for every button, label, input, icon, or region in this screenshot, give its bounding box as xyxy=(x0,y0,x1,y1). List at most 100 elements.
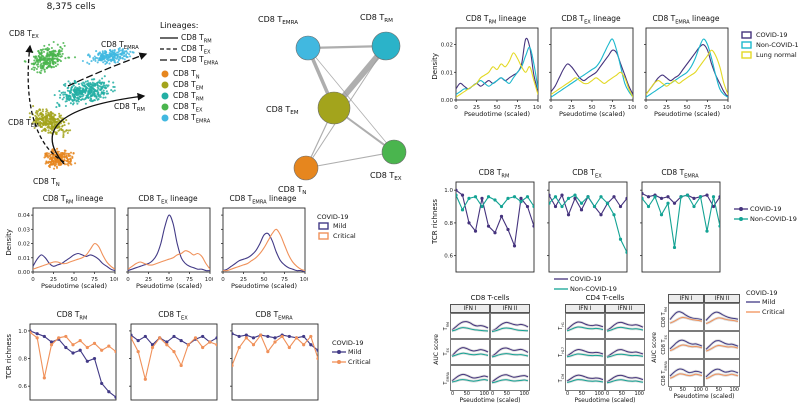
auc-mini-plot xyxy=(565,313,605,339)
facet-header: IFN I xyxy=(668,294,704,303)
auc-mini-plot xyxy=(605,365,645,391)
svg-text:50: 50 xyxy=(166,277,173,283)
lineage-label: CD8 TEX xyxy=(181,44,211,56)
legend-key xyxy=(746,311,760,313)
auc-mini-plot xyxy=(450,339,490,365)
network-edge xyxy=(307,47,395,153)
umap-scatter: CD8 TEX CD8 TEMRA CD8 TRM CD8 TEM CD8 TN xyxy=(8,29,148,188)
svg-text:100: 100 xyxy=(110,277,118,283)
legend-item: Mild xyxy=(746,297,785,307)
cluster-dot-items: CD8 TN CD8 TEM CD8 TRM CD8 TEX CD8 TEMRA xyxy=(160,68,218,124)
svg-text:25: 25 xyxy=(663,105,670,111)
tcr-group-severity: TCR richness CD8 TRM 0.6 0.8 1.0 CD8 TEX CD8 T… xyxy=(4,310,371,403)
auc-row: TEX xyxy=(441,339,530,365)
facet-header: IFN II xyxy=(704,294,740,303)
tcr-group-condition: TCR richness CD8 TRM 0.6 0.8 1.0 CD8 TEX CD8 T… xyxy=(430,168,797,275)
legend-key xyxy=(318,232,329,240)
network-node-EMRA xyxy=(295,35,321,61)
auc-row-label: TRM xyxy=(442,321,450,331)
auc-row: CD8 TEX xyxy=(659,331,740,359)
x-axis-label: Pseudotime (scaled) xyxy=(459,397,521,404)
line-plot: 0.00 0.01 0.02 0 25 50 75 100 xyxy=(441,27,541,111)
auc-main: IFN I IFN II CD8 TRM CD8 TEX CD8 TEMRA 0 50 100… xyxy=(659,294,740,400)
legend-label: Mild xyxy=(348,348,362,356)
auc-mini-plot xyxy=(490,365,530,391)
auc-mini-plot xyxy=(490,313,530,339)
facet-headers: IFN I IFN II xyxy=(556,304,645,313)
svg-text:CD8 TEMRA: CD8 TEMRA xyxy=(258,15,298,26)
chart-panel: CD8 TEX xyxy=(544,168,630,275)
panel-title: CD8 TRM lineage xyxy=(42,194,104,206)
legend-label: Lung normal xyxy=(756,51,797,59)
legend-label: COVID-19 xyxy=(756,31,788,39)
legend-key xyxy=(746,301,760,303)
trajectory-arrow xyxy=(67,52,148,87)
auc-row-label: CD8 TEMRA xyxy=(660,360,668,386)
legend-key xyxy=(332,350,346,354)
svg-text:0.00: 0.00 xyxy=(18,270,31,276)
line-plot: 0.00 0.01 0.02 0.03 0.04 0 25 50 75 100 xyxy=(18,207,118,283)
auc-mini-plot xyxy=(668,359,704,387)
auc-mini-plot xyxy=(704,359,740,387)
chart-panel: CD8 TRM 0.6 0.8 1.0 xyxy=(14,310,119,403)
line-plot xyxy=(230,323,319,401)
legend-item: Mild xyxy=(317,221,356,231)
legend: COVID-19 Non-COVID-19 Lung normal xyxy=(740,30,798,60)
umap-panel: 8,375 cells CD8 TEX CD8 TEMRA CD8 TRM CD8 T… xyxy=(6,2,158,196)
legend-label: COVID-19 xyxy=(750,205,782,213)
legend-label: Non-COVID-19 xyxy=(756,41,798,49)
cluster-label: CD8 TRM xyxy=(173,91,204,103)
y-axis-label: Density xyxy=(5,228,13,256)
cluster-dot xyxy=(161,92,169,99)
panel-title: CD8 TEMRA xyxy=(255,310,293,322)
facet-headers: IFN I IFN II xyxy=(441,304,530,313)
svg-text:0.6: 0.6 xyxy=(444,254,453,260)
auc-mini-plot xyxy=(668,331,704,359)
auc-row: CD8 TEMRA xyxy=(659,359,740,387)
legend-key xyxy=(318,222,329,230)
panels-row: CD8 TRM 0.6 0.8 1.0 CD8 TEX CD8 TEMRA COVID-19… xyxy=(440,168,797,275)
legend-key xyxy=(734,217,748,221)
auc-row-label: CD8 TEX xyxy=(660,335,668,355)
x-ticks: 0 50 100 0 50 100 xyxy=(566,391,644,397)
lineage-legend-item: CD8 TEMRA xyxy=(160,54,218,66)
network-graph: CD8 TEMRA CD8 TRM CD8 TEM CD8 TEX CD8 TN xyxy=(258,13,407,196)
facet-header: IFN II xyxy=(490,304,530,313)
svg-text:75: 75 xyxy=(609,105,616,111)
auc-mini-plot xyxy=(450,313,490,339)
svg-text:0.01: 0.01 xyxy=(18,256,30,262)
legend-item: Lung normal xyxy=(740,50,798,60)
line-style-key xyxy=(160,58,178,61)
auc-row: TH17 xyxy=(556,339,645,365)
svg-text:CD8 TN: CD8 TN xyxy=(33,177,60,188)
line-style-key xyxy=(160,47,178,50)
line-plot: 0 25 50 75 100 xyxy=(644,27,731,111)
svg-text:CD8 TRM: CD8 TRM xyxy=(114,102,145,113)
svg-text:1.0: 1.0 xyxy=(444,188,453,194)
svg-text:CD8 TN: CD8 TN xyxy=(278,185,306,196)
svg-text:50: 50 xyxy=(589,105,596,111)
line-plot: 0 25 50 75 100 xyxy=(126,207,213,283)
auc-group-title: CD8 T-cells xyxy=(470,294,510,302)
svg-text:100: 100 xyxy=(533,105,541,111)
svg-text:25: 25 xyxy=(50,277,57,283)
svg-text:0.00: 0.00 xyxy=(441,98,454,104)
auc-mini-plot xyxy=(605,339,645,365)
x-axis-label: Pseudotime (scaled) xyxy=(40,282,108,290)
chart-panel: CD8 TEMRA xyxy=(637,168,723,275)
facet-header: IFN I xyxy=(450,304,490,313)
cluster-points xyxy=(81,46,135,66)
auc-legend-condition: COVID-19 Non-COVID-19 xyxy=(550,274,617,294)
panel-title: CD8 TRM lineage xyxy=(465,14,527,26)
network-node-EM xyxy=(317,91,351,125)
svg-text:CD8 TEM: CD8 TEM xyxy=(266,105,299,116)
x-axis-label: Pseudotime (scaled) xyxy=(673,393,735,400)
legend-key xyxy=(554,288,568,290)
legend-key xyxy=(741,51,752,59)
svg-text:0.8: 0.8 xyxy=(444,221,453,227)
line-plot xyxy=(547,181,628,273)
lineage-label: CD8 TRM xyxy=(181,33,212,45)
svg-text:50: 50 xyxy=(261,277,268,283)
cluster-legend-item: CD8 TRM xyxy=(160,90,218,103)
legend-key xyxy=(741,41,752,49)
